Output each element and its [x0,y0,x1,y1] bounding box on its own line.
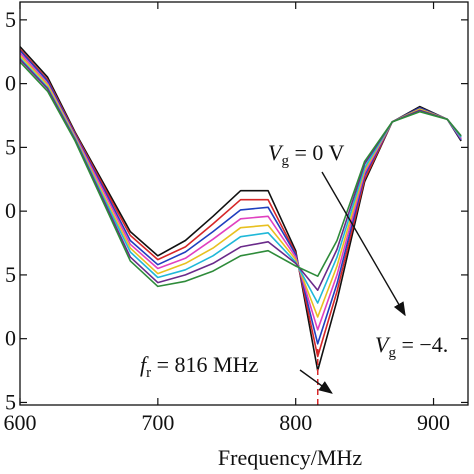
annotation-subscript: r [146,365,151,381]
annotation-symbol: f [140,352,149,377]
y-tick-label: 5 [5,134,16,159]
x-tick-label: 900 [417,410,450,435]
annotation-text: = 0 V [289,140,345,165]
y-tick-label: 0 [5,326,16,351]
annotation: Vg = −4. [375,332,448,361]
series-line [19,48,462,358]
x-axis-label: Frequency/MHz [218,445,362,470]
annotation-subscript: g [388,345,396,361]
annotation: fr = 816 MHz [140,352,258,381]
plot-frame [19,1,469,406]
y-tick-label: 5 [5,7,16,32]
annotation-subscript: g [281,153,289,169]
series-line [19,46,462,372]
annotation-symbol: V [268,140,284,165]
annotation-text: = −4. [396,332,448,357]
y-tick-label: 0 [5,198,16,223]
x-tick-label: 700 [141,410,174,435]
y-tick-label: 5 [5,389,16,414]
arrow [299,369,333,394]
series-line [19,49,462,345]
arrow [321,171,406,317]
series-line [19,61,462,288]
annotation: Vg = 0 V [268,140,344,169]
annotation-text: = 816 MHz [151,352,258,377]
annotation-symbol: V [375,332,391,357]
series-line [19,55,462,318]
y-tick-label: 0 [5,71,16,96]
x-tick-label: 800 [279,410,312,435]
series-line [19,57,462,304]
x-tick-label: 600 [4,410,37,435]
y-tick-label: 5 [5,262,16,287]
